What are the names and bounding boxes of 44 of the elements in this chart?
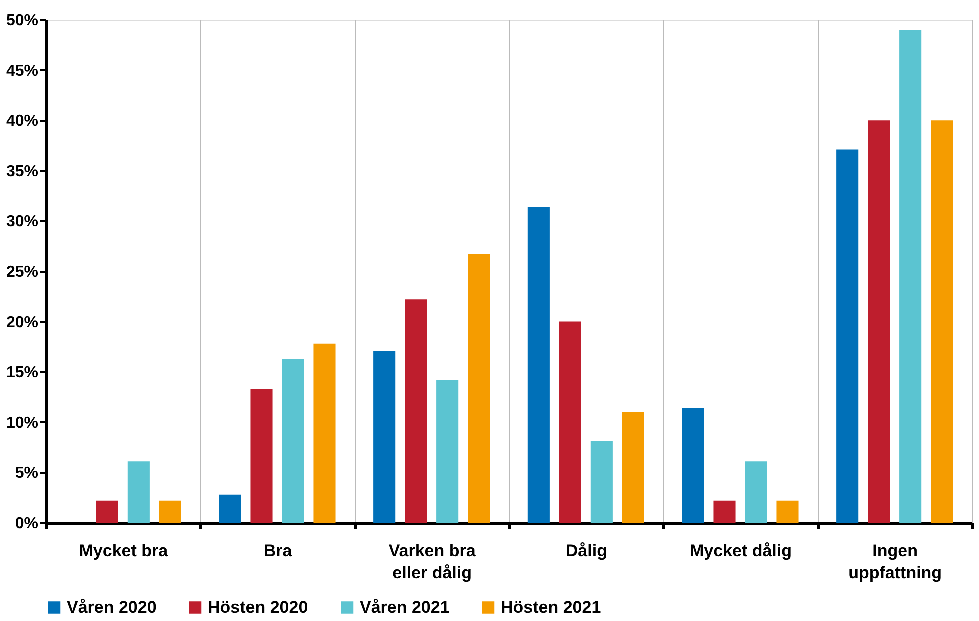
bar [436,380,459,523]
bar [468,254,490,523]
bar [405,300,428,523]
legend-label: Våren 2021 [360,598,450,617]
bar [900,30,922,523]
x-tick-label: Mycket bra [79,542,169,560]
y-tick-label: 25% [6,264,38,281]
bar [282,359,304,523]
y-tick-label: 30% [6,214,38,231]
legend-label: Våren 2020 [67,598,157,617]
bar [776,500,799,523]
legend-label: Hösten 2021 [501,598,602,617]
bar [559,322,582,523]
bar [714,500,736,523]
bar [590,442,613,523]
bar [219,494,242,523]
bar [159,500,182,523]
bar [250,389,273,523]
y-tick-label: 15% [6,364,38,382]
bar [128,462,150,523]
bar [836,150,859,523]
bar [931,120,954,523]
y-tick-label: 50% [6,12,38,30]
y-tick-label: 10% [6,414,38,432]
x-tick-label: Varken bra eller dålig [388,542,476,582]
bar [96,500,118,523]
bar [374,350,396,523]
y-tick-label: 20% [6,314,38,332]
x-tick-label: Mycket dålig [690,542,792,560]
bar [622,412,644,523]
y-tick-label: 40% [6,113,38,130]
x-tick-label: Ingen uppfattning [848,542,942,582]
x-tick-label: Bra [264,542,293,560]
bar [314,344,336,523]
bar [528,207,550,523]
x-tick-label: Dålig [566,542,608,560]
bar [745,462,768,523]
bar [868,120,890,523]
bar [682,408,704,523]
legend-label: Hösten 2020 [208,598,308,617]
y-tick-label: 0% [15,516,38,532]
y-tick-label: 45% [6,62,38,80]
y-tick-label: 35% [6,163,38,180]
y-tick-label: 5% [15,465,38,482]
